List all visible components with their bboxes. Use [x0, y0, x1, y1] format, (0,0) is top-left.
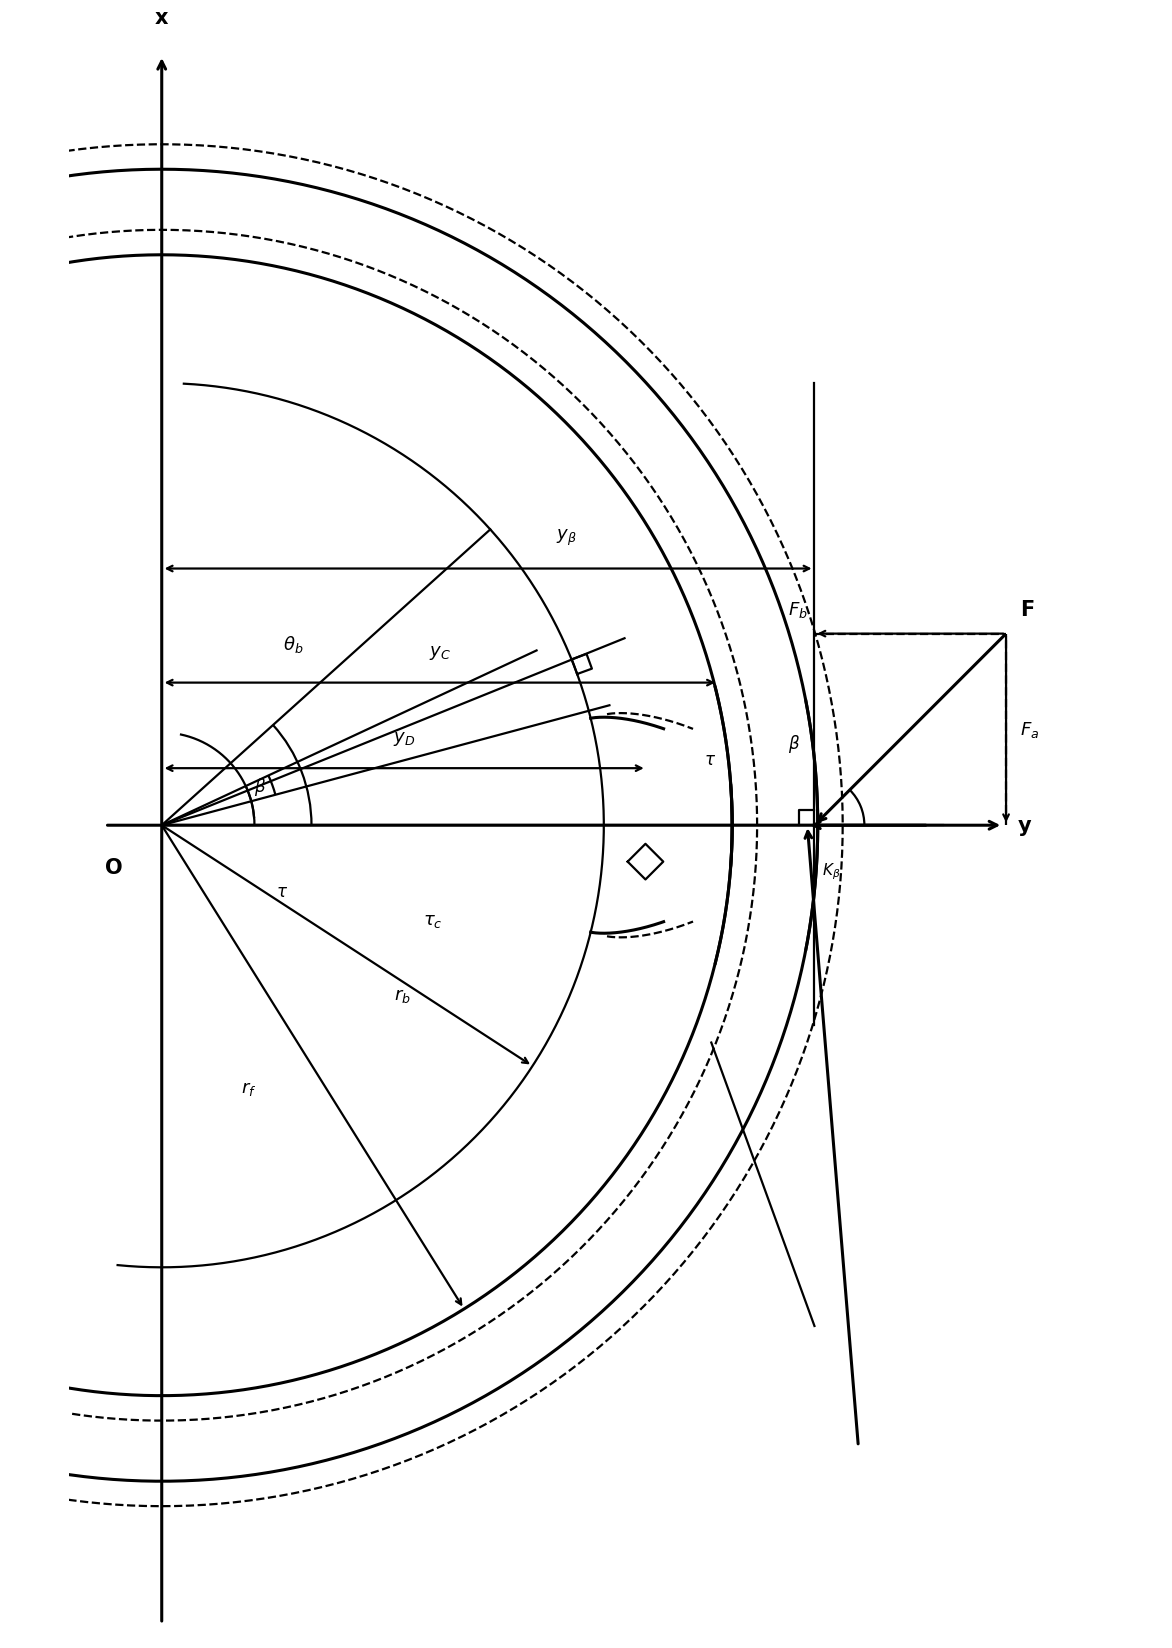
Text: $r_b$: $r_b$ — [394, 987, 411, 1005]
Text: $y_\beta$: $y_\beta$ — [556, 527, 577, 547]
Text: O: O — [105, 859, 123, 878]
Text: $K_\beta$: $K_\beta$ — [822, 862, 840, 882]
Text: $r_f$: $r_f$ — [241, 1079, 257, 1098]
Text: $y_D$: $y_D$ — [393, 730, 415, 747]
Text: F: F — [1021, 600, 1035, 620]
Text: $\tau$: $\tau$ — [703, 751, 716, 768]
Text: y: y — [1017, 816, 1031, 836]
Text: $\theta_b$: $\theta_b$ — [282, 634, 304, 654]
Text: $F_a$: $F_a$ — [1021, 720, 1040, 740]
Text: $\tau_c$: $\tau_c$ — [423, 911, 443, 929]
Text: $\beta$: $\beta$ — [788, 732, 800, 755]
Text: $y_C$: $y_C$ — [429, 644, 451, 662]
Text: $\tau$: $\tau$ — [275, 883, 288, 901]
Text: $F_b$: $F_b$ — [788, 600, 808, 620]
Text: $\beta$: $\beta$ — [254, 775, 266, 798]
Text: x: x — [155, 8, 169, 28]
